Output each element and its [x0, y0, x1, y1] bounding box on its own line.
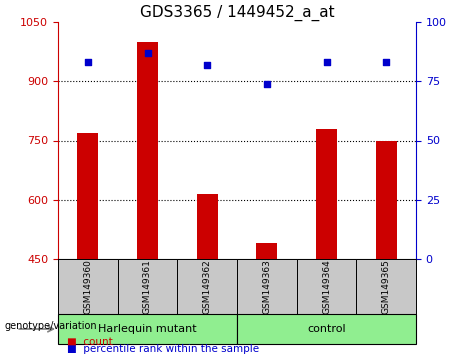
- Bar: [356, 259, 416, 314]
- Title: GDS3365 / 1449452_a_at: GDS3365 / 1449452_a_at: [140, 5, 334, 21]
- Text: control: control: [307, 324, 346, 334]
- Bar: [58, 314, 237, 344]
- Point: [263, 81, 271, 86]
- Bar: [297, 259, 356, 314]
- Bar: [177, 259, 237, 314]
- Bar: [137, 42, 158, 259]
- Text: ■  count: ■ count: [67, 337, 113, 347]
- Text: GSM149360: GSM149360: [83, 259, 92, 314]
- Bar: [237, 314, 416, 344]
- Text: GSM149362: GSM149362: [203, 259, 212, 314]
- Bar: [197, 194, 218, 259]
- Point: [144, 50, 151, 56]
- Text: GSM149364: GSM149364: [322, 259, 331, 314]
- Bar: [237, 259, 297, 314]
- Text: GSM149363: GSM149363: [262, 259, 272, 314]
- Text: ■  percentile rank within the sample: ■ percentile rank within the sample: [67, 344, 260, 354]
- Point: [383, 59, 390, 65]
- Text: GSM149365: GSM149365: [382, 259, 390, 314]
- Bar: [256, 243, 277, 259]
- Bar: [118, 259, 177, 314]
- Bar: [77, 133, 98, 259]
- Point: [84, 59, 92, 65]
- Text: GSM149361: GSM149361: [143, 259, 152, 314]
- Bar: [316, 129, 337, 259]
- Bar: [58, 259, 118, 314]
- Text: Harlequin mutant: Harlequin mutant: [98, 324, 197, 334]
- Point: [323, 59, 330, 65]
- Text: genotype/variation: genotype/variation: [5, 321, 97, 331]
- Point: [203, 62, 211, 68]
- Bar: [376, 141, 396, 259]
